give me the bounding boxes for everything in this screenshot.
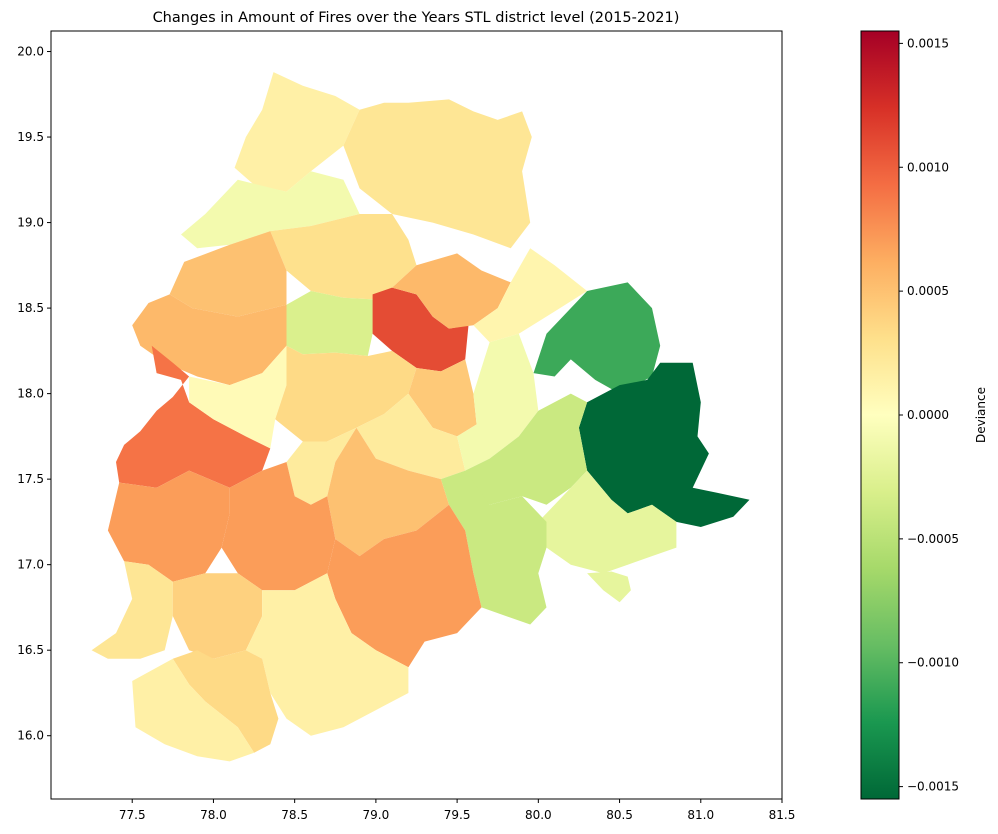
district-region-12 — [578, 362, 750, 527]
colorbar-tick-label: −0.0010 — [907, 656, 959, 670]
district-region-28 — [91, 561, 173, 659]
colorbar-label: Deviance — [974, 387, 988, 443]
colorbar-tick-label: 0.0000 — [907, 408, 949, 422]
district-region-11 — [533, 282, 661, 394]
map-layer — [91, 72, 750, 762]
y-tick-label: 16.0 — [17, 729, 44, 743]
x-tick-label: 81.5 — [769, 808, 796, 822]
x-axis: 77.5 78.0 78.5 79.0 79.5 80.0 80.5 81.0 81.5 — [119, 799, 795, 822]
district-region-9 — [392, 253, 511, 329]
district-region-22 — [440, 470, 547, 625]
y-tick-label: 18.5 — [17, 301, 44, 315]
district-region-8 — [372, 287, 469, 372]
colorbar — [860, 30, 900, 800]
district-region-25 — [107, 470, 230, 582]
district-region-32 — [132, 658, 255, 762]
district-region-29 — [172, 573, 263, 659]
x-tick-label: 80.5 — [606, 808, 633, 822]
district-region-17 — [356, 393, 466, 480]
y-tick-label: 17.0 — [17, 558, 44, 572]
district-region-7 — [286, 291, 376, 356]
district-region-13 — [116, 345, 271, 488]
district-region-5 — [169, 231, 287, 317]
district-region-14 — [189, 345, 287, 449]
y-tick-label: 19.5 — [17, 130, 44, 144]
x-tick-label: 80.0 — [525, 808, 552, 822]
x-tick-label: 77.5 — [119, 808, 146, 822]
district-region-21 — [587, 571, 631, 603]
district-region-31 — [172, 650, 279, 753]
y-tick-label: 19.0 — [17, 216, 44, 230]
district-region-3 — [181, 171, 360, 249]
district-region-24 — [327, 427, 449, 557]
district-region-18 — [457, 333, 539, 471]
district-region-19 — [465, 393, 588, 505]
x-tick-label: 78.0 — [200, 808, 227, 822]
district-region-20 — [538, 470, 677, 574]
y-tick-label: 18.0 — [17, 387, 44, 401]
colorbar-tick-label: 0.0010 — [907, 160, 949, 174]
district-region-26 — [221, 462, 336, 591]
district-region-4 — [270, 214, 417, 300]
district-region-27 — [327, 504, 482, 668]
y-axis: 16.0 16.5 17.0 17.5 18.0 18.5 19.0 19.5 20.0 — [17, 45, 51, 743]
colorbar-tick-label: −0.0015 — [907, 780, 959, 794]
y-tick-label: 20.0 — [17, 45, 44, 59]
colorbar-tick-label: 0.0005 — [907, 284, 949, 298]
chart-title: Changes in Amount of Fires over the Year… — [153, 10, 680, 26]
district-region-23 — [286, 427, 357, 505]
colorbar-axis: 0.0015 0.0010 0.0005 0.0000 −0.0005 −0.0010 −0… — [899, 36, 959, 794]
plot-frame — [50, 30, 783, 800]
y-tick-label: 17.5 — [17, 472, 44, 486]
district-region-15 — [275, 345, 417, 442]
district-region-10 — [473, 248, 588, 343]
district-region-1 — [234, 72, 360, 192]
colorbar-tick-label: −0.0005 — [907, 532, 959, 546]
x-tick-label: 81.0 — [687, 808, 714, 822]
x-tick-label: 79.5 — [444, 808, 471, 822]
y-tick-label: 16.5 — [17, 643, 44, 657]
district-region-30 — [245, 573, 409, 736]
x-tick-label: 78.5 — [281, 808, 308, 822]
x-tick-label: 79.0 — [363, 808, 390, 822]
district-region-2 — [343, 99, 532, 249]
colorbar-tick-label: 0.0015 — [907, 36, 949, 50]
district-region-16 — [408, 359, 477, 437]
